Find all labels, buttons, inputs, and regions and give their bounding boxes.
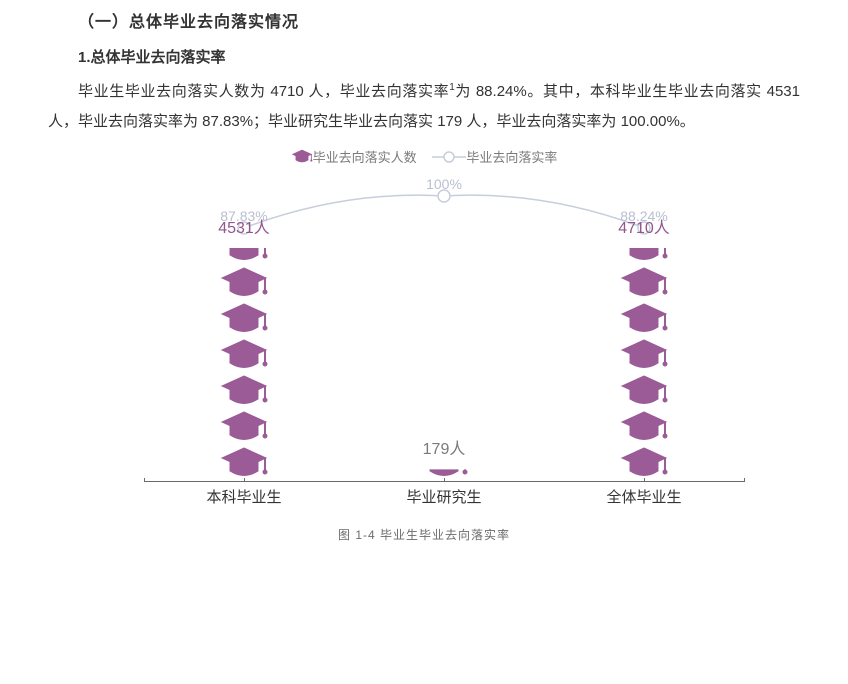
pictogram-stack — [220, 230, 268, 482]
legend-label-count: 毕业去向落实人数 — [313, 147, 417, 166]
x-axis-label: 毕业研究生 — [344, 486, 544, 507]
graduation-cap-icon — [220, 446, 268, 482]
graduation-cap-icon — [620, 410, 668, 446]
graduation-cap-icon — [620, 302, 668, 338]
rate-label: 100% — [384, 176, 504, 192]
count-label: 179人 — [344, 435, 544, 459]
graduation-cap-icon — [220, 266, 268, 302]
legend-item-count: 毕业去向落实人数 — [291, 147, 417, 166]
legend-item-rate: 毕业去向落实率 — [432, 147, 557, 166]
graduation-cap-icon — [220, 302, 268, 338]
body-paragraph: 毕业生毕业去向落实人数为 4710 人，毕业去向落实率1为 88.24%。其中，… — [48, 77, 800, 137]
chart-legend: 毕业去向落实人数 毕业去向落实率 — [104, 147, 744, 168]
paragraph-text-a: 毕业生毕业去向落实人数为 4710 人，毕业去向落实率 — [78, 83, 449, 100]
graduation-cap-icon — [620, 446, 668, 482]
section-title: （一）总体毕业去向落实情况 — [78, 8, 800, 32]
graduation-cap-icon — [620, 266, 668, 302]
legend-label-rate: 毕业去向落实率 — [466, 147, 557, 166]
graduation-cap-icon — [220, 410, 268, 446]
x-axis-label: 全体毕业生 — [544, 486, 744, 507]
graduation-cap-icon — [620, 374, 668, 410]
x-axis-tick — [744, 478, 745, 482]
chart-caption: 图 1-4 毕业生毕业去向落实率 — [104, 526, 744, 543]
rate-label: 88.24% — [584, 208, 704, 224]
line-marker-icon — [432, 149, 466, 165]
x-axis: 本科毕业生毕业研究生全体毕业生 — [104, 482, 744, 510]
subsection-title: 1.总体毕业去向落实率 — [78, 46, 800, 67]
chart-container: 毕业去向落实人数 毕业去向落实率 本科毕业生毕业研究生全体毕业生 4531人87… — [104, 147, 744, 543]
x-axis-tick — [144, 478, 145, 482]
graduation-cap-icon — [220, 374, 268, 410]
rate-label: 87.83% — [184, 208, 304, 224]
chart-plot: 本科毕业生毕业研究生全体毕业生 4531人87.83%179人100%4710人… — [104, 170, 744, 510]
pictogram-stack — [620, 230, 668, 482]
graduation-cap-icon — [291, 149, 313, 165]
graduation-cap-icon — [620, 338, 668, 374]
x-axis-label: 本科毕业生 — [144, 486, 344, 507]
graduation-cap-icon — [220, 338, 268, 374]
